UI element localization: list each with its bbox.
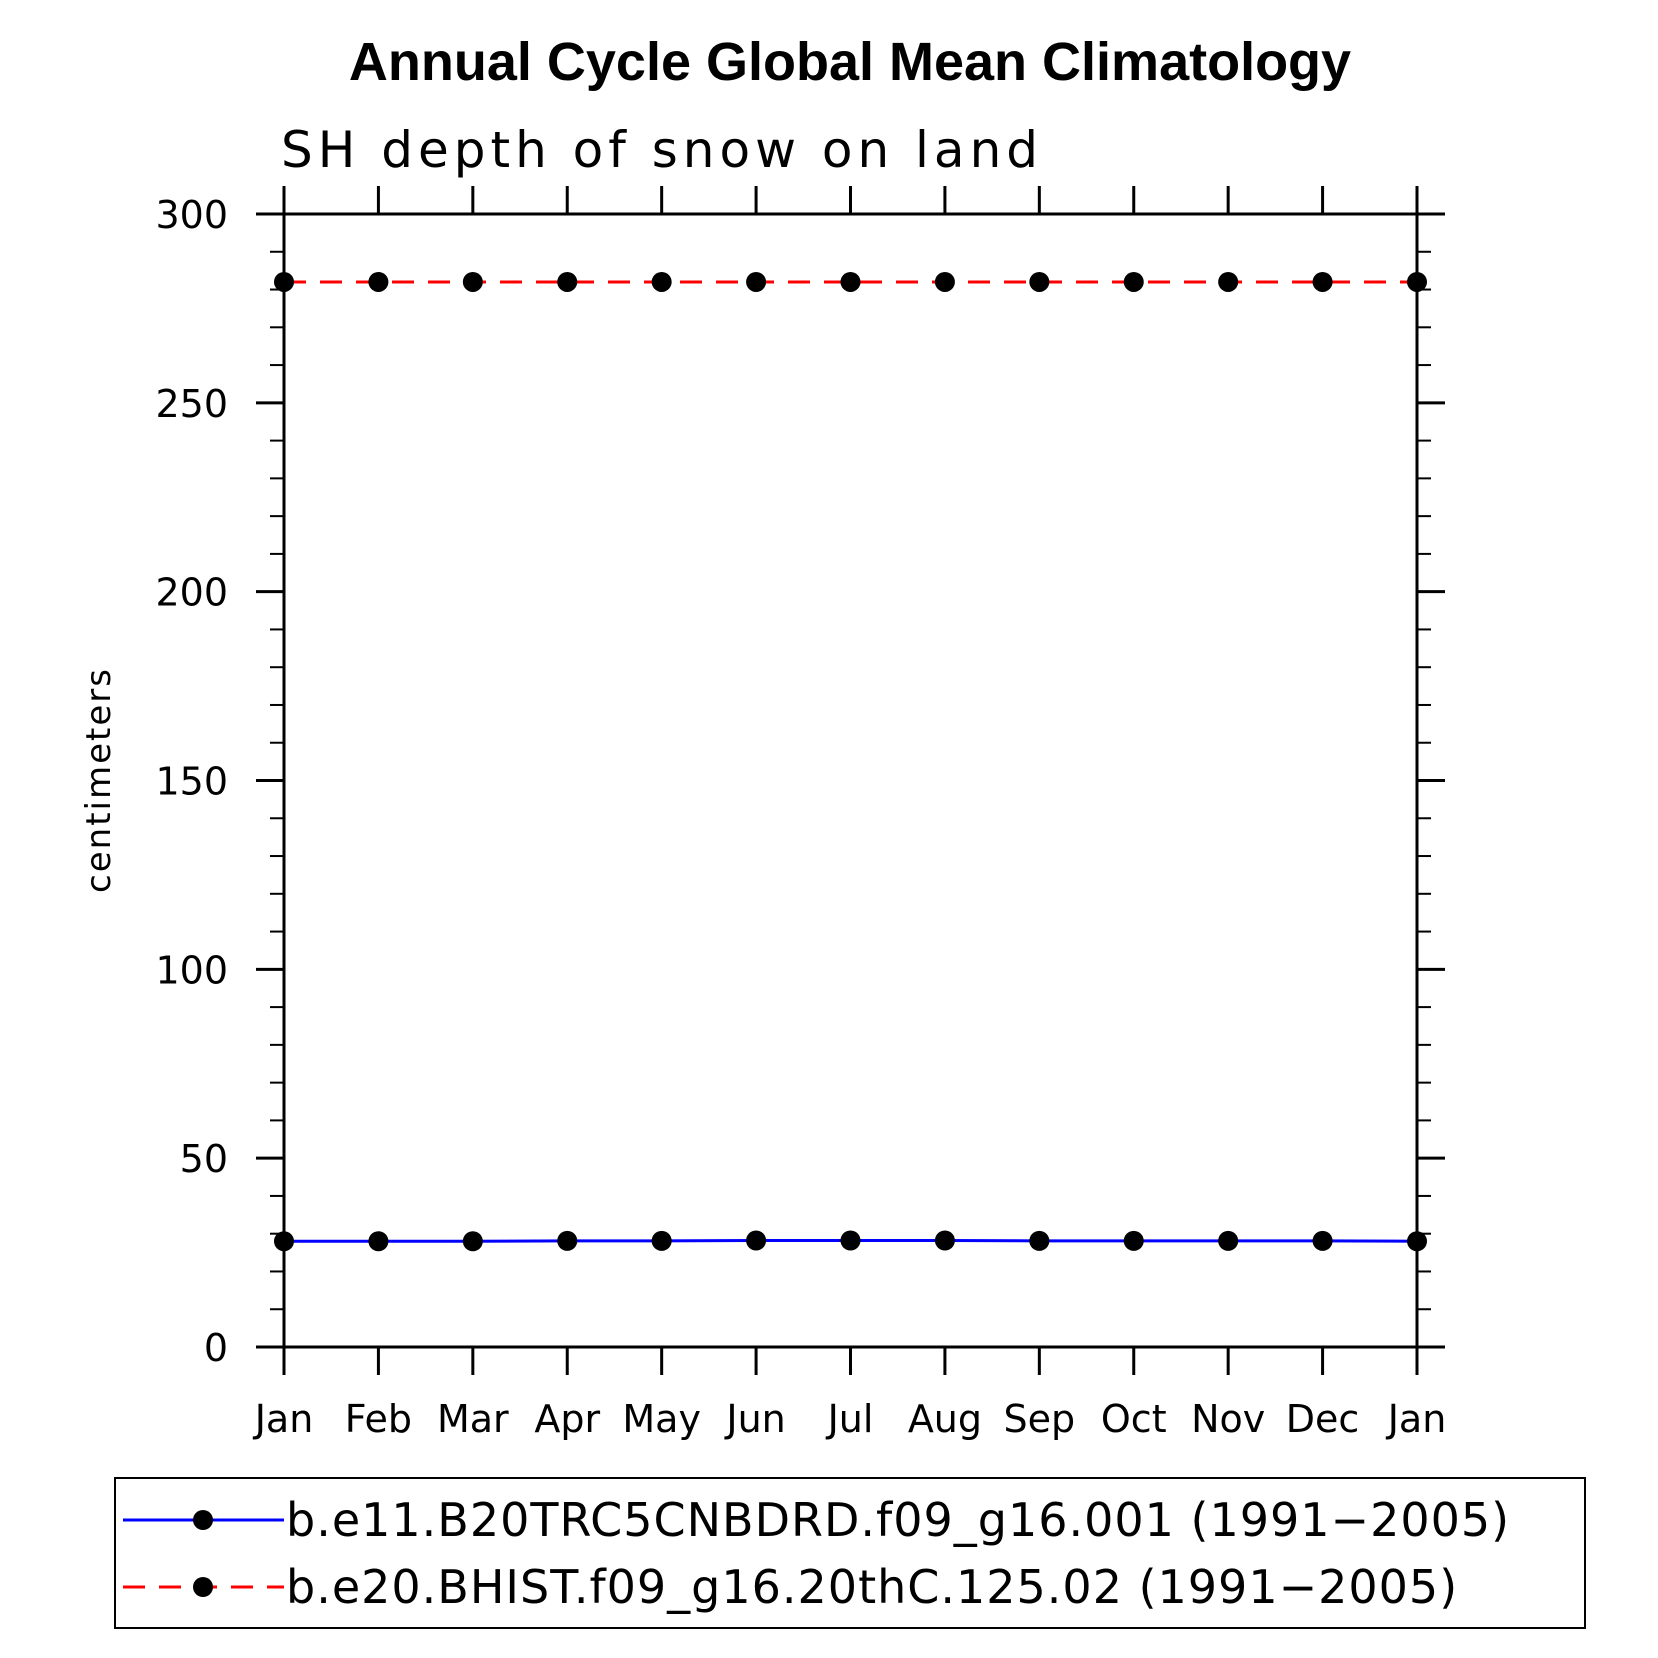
y-tick-label: 250 <box>155 382 228 426</box>
data-point <box>368 271 389 292</box>
x-tick-label: Mar <box>437 1397 509 1441</box>
legend-label-1: b.e11.B20TRC5CNBDRD.f09_g16.001 (1991−20… <box>286 1493 1510 1547</box>
plot-frame <box>282 212 1419 1349</box>
data-point <box>1312 1230 1333 1251</box>
legend-label-2: b.e20.BHIST.f09_g16.20thC.125.02 (1991−2… <box>286 1560 1458 1614</box>
data-point <box>746 271 767 292</box>
y-tick-label: 200 <box>155 571 228 615</box>
legend: b.e11.B20TRC5CNBDRD.f09_g16.001 (1991−20… <box>114 1477 1586 1629</box>
y-axis-label: centimeters <box>79 667 119 893</box>
chart-title: Annual Cycle Global Mean Climatology <box>349 32 1351 92</box>
y-tick-label: 100 <box>155 948 228 992</box>
data-point <box>840 271 861 292</box>
data-point <box>1029 271 1050 292</box>
y-tick-label: 0 <box>204 1326 228 1370</box>
x-tick-label: Jan <box>1386 1397 1447 1441</box>
legend-marker-1 <box>193 1510 213 1530</box>
data-point <box>462 1231 483 1252</box>
data-point <box>368 1231 389 1252</box>
x-tick-label: May <box>622 1397 701 1441</box>
data-point <box>840 1230 861 1251</box>
y-tick-label: 150 <box>155 760 228 804</box>
data-point <box>1218 271 1239 292</box>
x-tick-label: Nov <box>1191 1397 1265 1441</box>
x-tick-label: Jul <box>826 1397 874 1441</box>
y-tick-label: 300 <box>155 193 228 237</box>
x-tick-label: Dec <box>1286 1397 1360 1441</box>
data-point <box>1312 271 1333 292</box>
data-point <box>462 271 483 292</box>
data-point <box>746 1230 767 1251</box>
data-point <box>651 271 672 292</box>
x-tick-label: Jan <box>253 1397 314 1441</box>
legend-box <box>114 1477 1586 1629</box>
plot-series <box>274 271 1427 1252</box>
x-tick-label: Sep <box>1004 1397 1076 1441</box>
x-tick-label: Oct <box>1101 1397 1167 1441</box>
data-point <box>1029 1230 1050 1251</box>
data-point <box>1218 1230 1239 1251</box>
data-point <box>934 1230 955 1251</box>
y-tick-label: 50 <box>180 1137 228 1181</box>
data-point <box>557 271 578 292</box>
chart-subtitle: SH depth of snow on land <box>281 121 1043 179</box>
x-tick-label: Apr <box>534 1397 600 1441</box>
data-point <box>1123 271 1144 292</box>
x-tick-label: Aug <box>908 1397 982 1441</box>
data-point <box>1123 1230 1144 1251</box>
axes: 0 50 100 150 200 250 300 Jan Feb Mar Apr May Jun Jul A… <box>155 186 1446 1441</box>
data-point <box>557 1230 578 1251</box>
legend-marker-2 <box>193 1577 213 1597</box>
x-tick-label: Feb <box>345 1397 412 1441</box>
x-tick-label: Jun <box>724 1397 785 1441</box>
data-point <box>934 271 955 292</box>
data-point <box>651 1230 672 1251</box>
